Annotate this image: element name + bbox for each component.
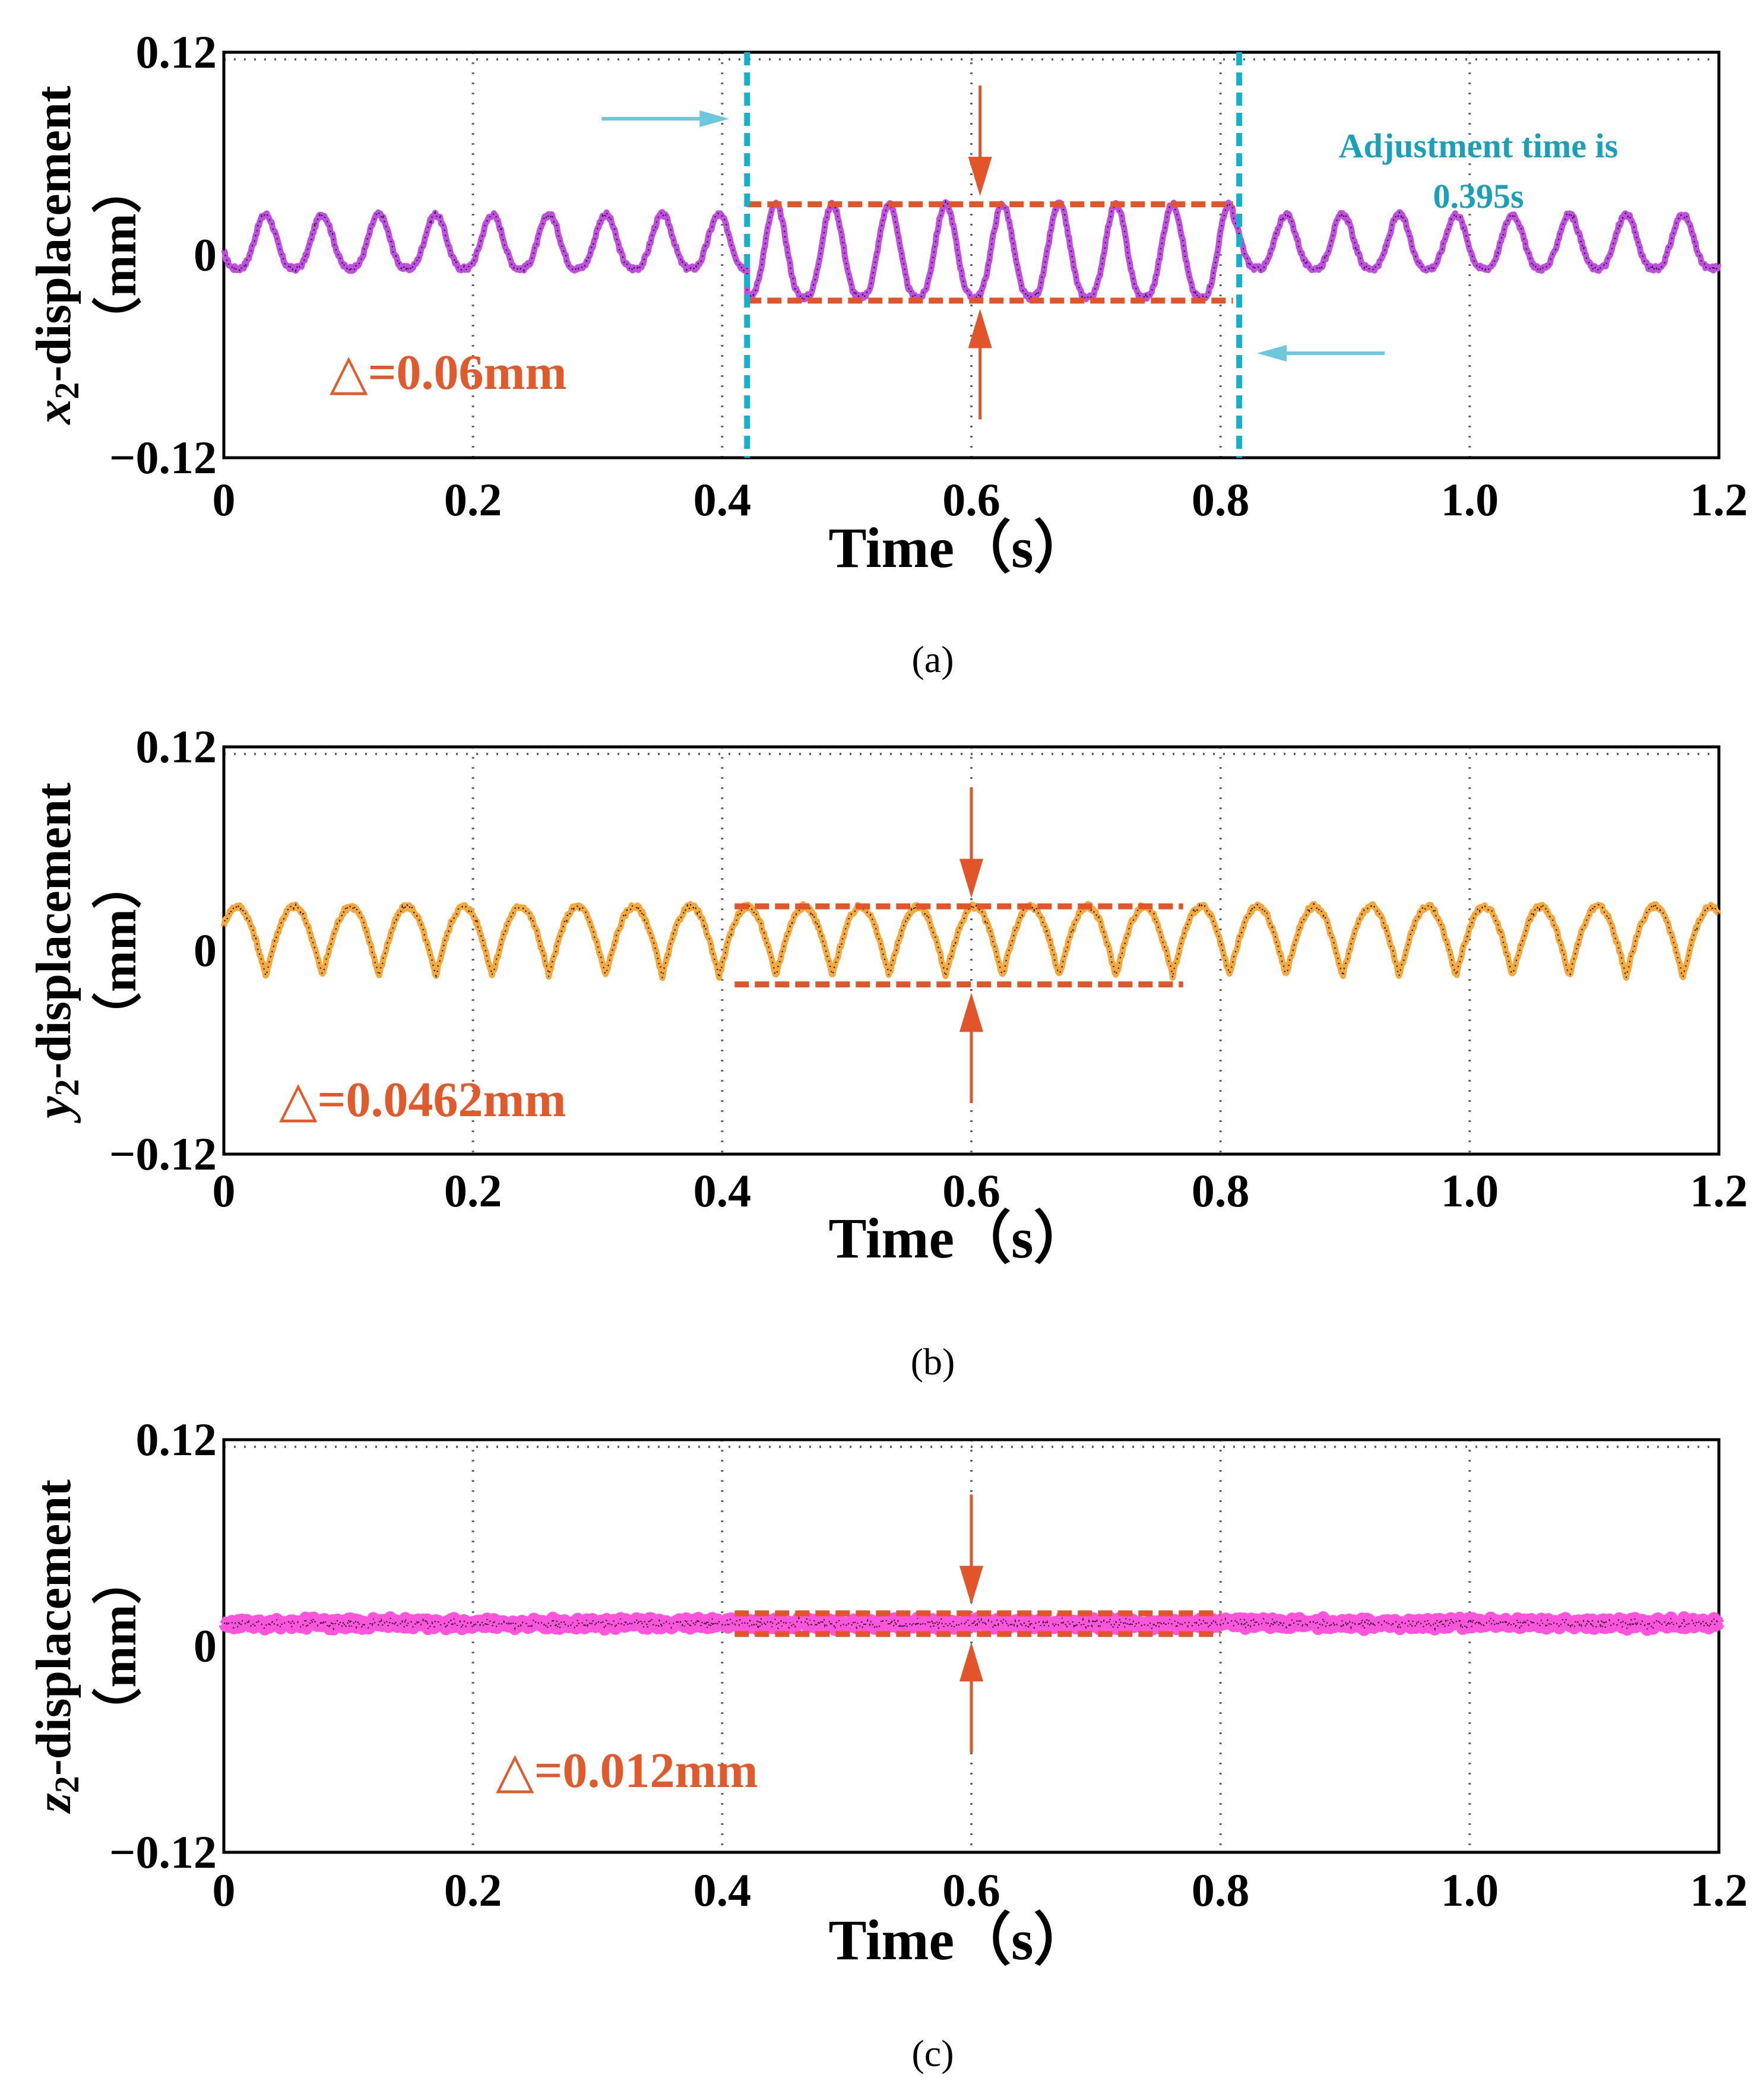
y-tick-label: 0 bbox=[194, 1620, 217, 1672]
y-axis-var: x bbox=[26, 400, 81, 426]
y-tick-label: −0.12 bbox=[109, 1128, 217, 1180]
x-tick-label: 0.4 bbox=[693, 1864, 752, 1916]
range-arrowhead-up bbox=[968, 309, 992, 348]
x-tick-label: 0.2 bbox=[444, 474, 502, 525]
y-tick-label: 0.12 bbox=[136, 1414, 217, 1465]
delta-label: △=0.06mm bbox=[330, 345, 566, 400]
series-line-b bbox=[221, 901, 1722, 981]
y-axis-subscript: 2 bbox=[47, 1776, 86, 1793]
x-axis-label: Time（s） bbox=[829, 1206, 1091, 1270]
y-tick-label: −0.12 bbox=[109, 1826, 217, 1878]
adjustment-arrowhead-right bbox=[1257, 345, 1287, 362]
y-axis-var: y bbox=[26, 1096, 81, 1124]
y-axis-var: z bbox=[26, 1793, 81, 1814]
plot-frame bbox=[222, 1438, 1721, 1854]
y-axis-unit: （mm） bbox=[91, 164, 147, 347]
series-noise-b bbox=[223, 901, 1719, 980]
delta-label: △=0.012mm bbox=[496, 1743, 758, 1798]
x-tick-label: 0.2 bbox=[444, 1165, 502, 1216]
range-arrowhead-down bbox=[968, 157, 992, 197]
y-axis-subscript: 2 bbox=[47, 382, 86, 400]
x-tick-label: 1.2 bbox=[1690, 1864, 1748, 1916]
plot-frame bbox=[222, 745, 1721, 1156]
chart-panel-c: 0 0.2 0.4 0.6 0.8 1.0 1.20.120−0.12Time（s）z2-d… bbox=[26, 1414, 1748, 2074]
y-axis-label: z2-displacement bbox=[26, 1479, 86, 1814]
y-axis-unit: （mm） bbox=[91, 1555, 147, 1738]
x-tick-label: 0.2 bbox=[444, 1864, 502, 1916]
range-arrowhead-down bbox=[959, 1566, 983, 1605]
x-axis-label: Time（s） bbox=[829, 1908, 1091, 1972]
x-tick-label: 0 bbox=[213, 474, 236, 525]
y-axis-label: x2-displacement bbox=[26, 85, 86, 425]
chart-panel-a: 0 0.2 0.4 0.6 0.8 1.0 1.20.120−0.12Time（s）x2-d… bbox=[26, 26, 1748, 680]
x-tick-label: 0.6 bbox=[942, 1864, 1000, 1916]
x-tick-label: 0 bbox=[213, 1165, 236, 1216]
y-axis-name: -displacement bbox=[26, 1479, 81, 1776]
x-tick-label: 0.8 bbox=[1192, 1165, 1250, 1216]
x-tick-label: 0 bbox=[213, 1864, 236, 1916]
y-axis-name: -displacement bbox=[26, 85, 81, 382]
y-tick-label: 0 bbox=[194, 924, 217, 976]
y-axis-label: y2-displacement bbox=[26, 782, 86, 1124]
panel-caption: (b) bbox=[911, 1341, 955, 1383]
chart-panel-b: 0 0.2 0.4 0.6 0.8 1.0 1.20.120−0.12Time（s）y2-d… bbox=[26, 721, 1748, 1383]
y-tick-label: 0.12 bbox=[136, 26, 217, 78]
y-tick-label: −0.12 bbox=[109, 432, 217, 483]
x-tick-label: 1.0 bbox=[1441, 1165, 1499, 1216]
panel-caption: (c) bbox=[911, 2032, 954, 2074]
range-arrowhead-up bbox=[959, 1642, 983, 1682]
range-arrowhead-down bbox=[959, 858, 983, 898]
y-axis-unit: （mm） bbox=[91, 859, 147, 1042]
x-tick-label: 1.0 bbox=[1441, 474, 1499, 525]
x-tick-label: 1.2 bbox=[1690, 1165, 1748, 1216]
series-line-a bbox=[221, 199, 1722, 303]
series-line-c bbox=[218, 1611, 1725, 1636]
adjustment-arrowhead-left bbox=[699, 110, 730, 127]
adjustment-note: Adjustment time is bbox=[1339, 126, 1618, 165]
x-tick-label: 1.0 bbox=[1441, 1864, 1499, 1916]
x-tick-label: 0.6 bbox=[942, 474, 1000, 525]
y-tick-label: 0 bbox=[194, 229, 217, 281]
y-axis-subscript: 2 bbox=[47, 1079, 86, 1097]
y-axis-name: -displacement bbox=[26, 782, 81, 1079]
y-tick-label: 0.12 bbox=[136, 721, 217, 772]
x-tick-label: 0.4 bbox=[693, 474, 752, 525]
x-tick-label: 0.8 bbox=[1192, 474, 1250, 525]
adjustment-value: 0.395s bbox=[1433, 177, 1524, 216]
x-tick-label: 0.4 bbox=[693, 1165, 752, 1216]
x-axis-label: Time（s） bbox=[829, 516, 1091, 579]
x-tick-label: 0.6 bbox=[942, 1165, 1000, 1216]
panel-caption: (a) bbox=[911, 638, 954, 680]
x-tick-label: 0.8 bbox=[1192, 1864, 1250, 1916]
delta-label: △=0.0462mm bbox=[279, 1072, 566, 1127]
x-tick-label: 1.2 bbox=[1690, 474, 1748, 525]
range-arrowhead-up bbox=[959, 993, 983, 1032]
